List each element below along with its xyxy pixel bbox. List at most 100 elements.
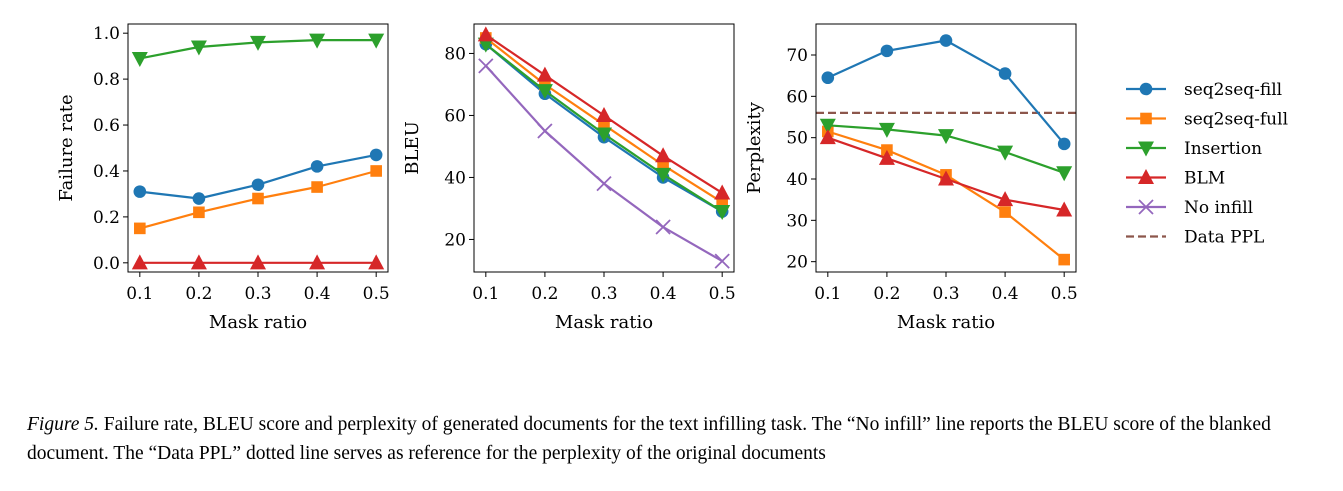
y-tick-label: 80 bbox=[444, 44, 466, 64]
data-point-insertion bbox=[309, 33, 326, 49]
x-tick-label: 0.3 bbox=[590, 284, 617, 304]
y-tick-label: 30 bbox=[786, 211, 808, 231]
x-axis-label: Mask ratio bbox=[209, 312, 307, 333]
data-point-seq2seq-full bbox=[716, 196, 728, 209]
data-point-blm bbox=[477, 26, 494, 42]
y-tick-label: 0.0 bbox=[93, 254, 120, 274]
data-point-blm bbox=[190, 254, 207, 270]
legend-label: seq2seq-full bbox=[1184, 110, 1288, 130]
data-point-insertion bbox=[536, 84, 553, 100]
legend-marker bbox=[1138, 199, 1154, 215]
y-tick-label: 50 bbox=[786, 129, 808, 149]
series-line-no-infill bbox=[484, 65, 723, 263]
legend-marker bbox=[1140, 112, 1152, 125]
y-tick-label: 20 bbox=[444, 230, 466, 250]
legend-marker bbox=[1138, 141, 1154, 157]
data-point-insertion bbox=[596, 127, 612, 143]
data-point-insertion bbox=[368, 33, 385, 49]
data-point-seq2seq-fill bbox=[133, 185, 147, 198]
figure-caption: Figure 5. Failure rate, BLEU score and p… bbox=[27, 410, 1327, 468]
legend-marker bbox=[1138, 169, 1154, 184]
data-point-blm bbox=[997, 191, 1014, 207]
data-point-seq2seq-full bbox=[1058, 253, 1070, 266]
y-tick-label: 60 bbox=[786, 87, 808, 107]
data-point-seq2seq-full bbox=[370, 165, 382, 177]
data-point-blm bbox=[819, 129, 836, 145]
data-point-blm bbox=[368, 254, 385, 270]
data-point-insertion bbox=[997, 145, 1014, 161]
y-tick-label: 0.2 bbox=[93, 208, 120, 228]
data-point-seq2seq-fill bbox=[939, 34, 953, 47]
data-point-blm bbox=[655, 147, 672, 163]
y-axis-label: Perplexity bbox=[744, 101, 765, 194]
x-tick-label: 0.4 bbox=[304, 284, 331, 304]
caption-text: Failure rate, BLEU score and perplexity … bbox=[27, 414, 1271, 464]
y-axis-label: BLEU bbox=[402, 121, 423, 175]
legend-entry-data-ppl: Data PPL bbox=[1126, 228, 1264, 248]
legend-label: seq2seq-fill bbox=[1184, 80, 1282, 100]
data-point-no-infill bbox=[478, 58, 494, 74]
series-line-seq2seq-fill bbox=[139, 153, 377, 200]
data-point-insertion bbox=[819, 118, 836, 134]
y-tick-label: 1.0 bbox=[93, 24, 120, 44]
data-point-no-infill bbox=[596, 176, 612, 192]
data-point-insertion bbox=[250, 35, 266, 51]
data-point-seq2seq-fill bbox=[310, 160, 324, 173]
x-tick-label: 0.4 bbox=[650, 284, 677, 304]
data-point-seq2seq-fill bbox=[880, 44, 894, 58]
legend-label: Insertion bbox=[1184, 139, 1262, 159]
data-point-insertion bbox=[131, 51, 148, 67]
x-tick-label: 0.1 bbox=[126, 284, 153, 304]
x-tick-label: 0.2 bbox=[873, 284, 900, 304]
caption-lead: Figure 5. bbox=[27, 414, 99, 435]
data-point-seq2seq-fill bbox=[192, 192, 206, 205]
legend-entry-insertion: Insertion bbox=[1126, 139, 1262, 159]
data-point-no-infill bbox=[655, 219, 671, 235]
legend-label: BLM bbox=[1184, 169, 1225, 189]
legend-entry-no-infill: No infill bbox=[1126, 198, 1253, 218]
data-point-insertion bbox=[714, 205, 731, 221]
data-point-seq2seq-full bbox=[999, 206, 1011, 218]
y-tick-label: 0.8 bbox=[93, 70, 120, 90]
data-point-blm bbox=[250, 254, 266, 270]
x-tick-label: 0.2 bbox=[185, 284, 212, 304]
data-point-seq2seq-full bbox=[657, 159, 669, 171]
data-point-blm bbox=[938, 170, 954, 186]
y-tick-label: 20 bbox=[786, 253, 808, 273]
data-point-seq2seq-full bbox=[252, 192, 264, 205]
y-tick-label: 0.6 bbox=[93, 116, 120, 136]
data-point-insertion bbox=[655, 167, 672, 183]
x-tick-label: 0.5 bbox=[1051, 284, 1078, 304]
perplexity-plot: 0.1 0.2 0.3 0.4 0.5 20 30 40 50 60 70 Mask ratio Per… bbox=[744, 23, 1078, 333]
y-tick-label: 60 bbox=[444, 106, 466, 126]
x-axis-label: Mask ratio bbox=[555, 312, 653, 333]
y-tick-label: 40 bbox=[444, 168, 466, 188]
failure-rate-plot: 0.1 0.2 0.3 0.4 0.5 0.0 0.2 0.4 0.6 0.8 1.0 Mask ra… bbox=[56, 23, 390, 333]
legend-marker bbox=[1139, 82, 1153, 96]
x-tick-label: 0.5 bbox=[709, 284, 736, 304]
legend-label: Data PPL bbox=[1184, 228, 1264, 248]
data-point-seq2seq-fill bbox=[369, 148, 383, 162]
x-tick-label: 0.3 bbox=[244, 284, 271, 304]
axes-frame bbox=[473, 23, 735, 273]
data-point-seq2seq-fill bbox=[998, 67, 1012, 80]
legend: seq2seq-fill seq2seq-full Insertion BLM No i… bbox=[1126, 80, 1288, 248]
data-point-no-infill bbox=[537, 123, 553, 139]
bleu-plot: 0.1 0.2 0.3 0.4 0.5 20 40 60 80 Mask ratio BLEU bbox=[402, 23, 736, 333]
legend-entry-seq2seq-full: seq2seq-full bbox=[1126, 110, 1288, 130]
data-point-blm bbox=[714, 184, 731, 200]
y-tick-label: 40 bbox=[786, 170, 808, 190]
data-point-seq2seq-full bbox=[134, 222, 146, 235]
data-point-no-infill bbox=[714, 253, 730, 269]
y-axis-label: Failure rate bbox=[56, 94, 77, 201]
data-point-blm bbox=[596, 106, 612, 122]
x-tick-label: 0.3 bbox=[932, 284, 959, 304]
data-point-blm bbox=[536, 66, 553, 82]
legend-entry-blm: BLM bbox=[1126, 169, 1225, 189]
data-point-insertion bbox=[938, 129, 954, 145]
legend-label: No infill bbox=[1184, 198, 1253, 218]
x-tick-label: 0.4 bbox=[992, 284, 1019, 304]
x-tick-label: 0.5 bbox=[363, 284, 390, 304]
data-point-blm bbox=[878, 149, 895, 165]
data-point-seq2seq-fill bbox=[1057, 137, 1071, 151]
